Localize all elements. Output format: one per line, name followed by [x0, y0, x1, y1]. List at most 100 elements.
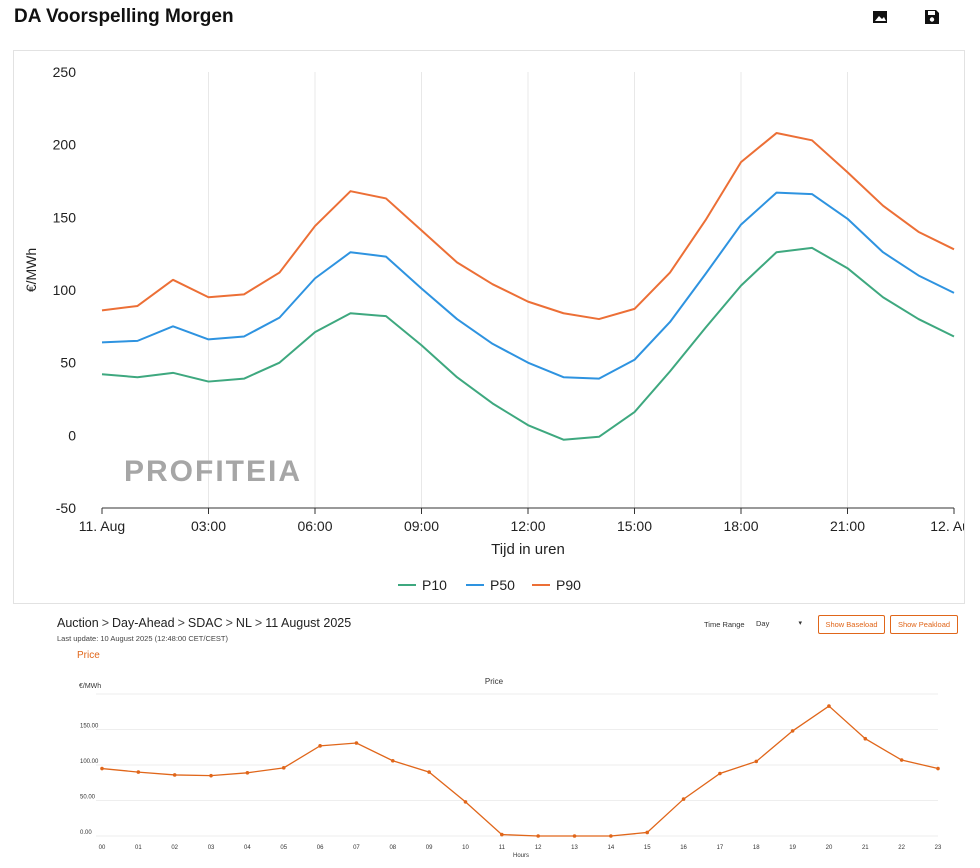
x-tick-label: 11. Aug [79, 518, 125, 534]
x-tick-label: 09:00 [404, 518, 439, 534]
x-tick-label: 18:00 [723, 518, 758, 534]
price-x-tick-label: 00 [99, 845, 106, 851]
price-point [572, 834, 577, 838]
breadcrumb-nl[interactable]: NL [235, 616, 252, 630]
price-point [718, 771, 722, 776]
price-point [427, 770, 431, 774]
breadcrumb: Auction > Day-Ahead > SDAC > NL >11 August 2025 [57, 616, 352, 630]
price-x-tick-label: 17 [717, 845, 724, 851]
x-tick-label: 03:00 [191, 518, 226, 534]
legend-label-p50: P50 [490, 577, 515, 593]
price-point [463, 800, 468, 804]
price-x-tick-label: 18 [753, 845, 760, 851]
price-x-tick-label: 12 [535, 845, 542, 851]
price-x-tick-label: 02 [171, 845, 178, 851]
price-y-tick-label: 50.00 [80, 795, 96, 801]
watermark-logo: PROFITEIA [124, 455, 302, 488]
price-y-tick-label: 150.00 [80, 724, 99, 730]
save-icon[interactable] [923, 8, 941, 26]
series-line-p10 [101, 246, 955, 441]
y-tick-label: 150 [53, 209, 77, 225]
time-range-select[interactable]: Day ▾ [752, 616, 808, 632]
last-update: Last update: 10 August 2025 (12:48:00 CE… [57, 634, 228, 643]
price-point [245, 771, 250, 775]
caret-down-icon: ▾ [798, 620, 802, 627]
price-chart: €/MWh Price 0.00 50.00 100.00 150.00 00 01 02 03 0… [79, 677, 942, 859]
price-point [754, 759, 759, 764]
x-tick-label: 06:00 [297, 518, 332, 534]
price-x-tick-label: 08 [389, 845, 396, 851]
price-point [318, 744, 322, 748]
y-tick-label: 0 [68, 427, 76, 443]
price-x-tick-label: 06 [317, 845, 324, 851]
price-y-axis-title: €/MWh [79, 683, 101, 690]
price-x-tick-label: 15 [644, 845, 651, 851]
price-x-tick-label: 11 [499, 845, 506, 851]
price-point [281, 766, 286, 770]
breadcrumb-sdac[interactable]: SDAC [187, 616, 223, 630]
price-x-tick-label: 23 [935, 845, 942, 851]
breadcrumb-auction[interactable]: Auction [57, 616, 99, 630]
image-icon[interactable] [871, 8, 889, 26]
y-tick-label: -50 [56, 500, 76, 516]
price-chart-title: Price [485, 677, 504, 686]
x-tick-label: 21:00 [830, 518, 865, 534]
forecast-chart-panel: 11. Aug 03:00 06:00 09:00 12:00 15:00 18:00 21:… [13, 50, 965, 604]
y-tick-label: 200 [53, 137, 77, 153]
price-x-tick-label: 13 [571, 845, 578, 851]
show-baseload-button[interactable]: Show Baseload [818, 615, 885, 634]
price-point [354, 741, 359, 745]
price-x-tick-label: 07 [353, 845, 360, 851]
legend-label-p90: P90 [556, 577, 581, 593]
price-point [172, 773, 177, 777]
price-point [100, 766, 104, 771]
price-y-tick-label: 0.00 [80, 830, 92, 836]
forecast-chart: 11. Aug 03:00 06:00 09:00 12:00 15:00 18:00 21:… [23, 64, 964, 593]
y-tick-label: 50 [60, 355, 76, 371]
price-point [609, 834, 613, 838]
price-x-tick-label: 20 [826, 845, 833, 851]
price-point [536, 834, 540, 838]
y-tick-label: 100 [53, 282, 77, 298]
price-point [681, 797, 686, 801]
price-x-tick-label: 10 [462, 845, 469, 851]
page-title: DA Voorspelling Morgen [14, 6, 234, 27]
price-x-tick-label: 16 [680, 845, 687, 851]
price-tab[interactable]: Price [77, 650, 100, 661]
breadcrumb-day-ahead[interactable]: Day-Ahead [112, 616, 175, 630]
price-x-tick-label: 22 [898, 845, 905, 851]
x-tick-label: 15:00 [617, 518, 652, 534]
price-x-tick-label: 19 [789, 845, 796, 851]
price-line [101, 705, 939, 837]
price-x-axis-title: Hours [513, 853, 529, 859]
price-point [863, 736, 868, 741]
price-x-tick-label: 21 [862, 845, 869, 851]
price-x-tick-label: 14 [608, 845, 615, 851]
price-point [209, 773, 213, 778]
x-axis-title: Tijd in uren [491, 541, 565, 558]
x-tick-label: 12:00 [510, 518, 545, 534]
x-tick-label: 12. Aug [930, 518, 964, 534]
y-axis-title: €/MWh [23, 248, 39, 292]
legend-label-p10: P10 [422, 577, 447, 593]
price-point [936, 766, 940, 771]
series-line-p90 [101, 132, 955, 321]
price-x-tick-label: 03 [208, 845, 215, 851]
show-peakload-button[interactable]: Show Peakload [890, 615, 958, 634]
price-point [390, 758, 395, 763]
series-line-p50 [101, 191, 955, 380]
price-y-tick-label: 100.00 [80, 759, 99, 765]
price-point [899, 758, 904, 762]
breadcrumb-date: 11 August 2025 [265, 616, 352, 630]
time-range-value: Day [756, 619, 770, 628]
price-x-tick-label: 04 [244, 845, 251, 851]
price-point [827, 704, 831, 708]
price-point [500, 832, 504, 837]
price-x-tick-label: 01 [135, 845, 142, 851]
y-tick-label: 250 [53, 64, 77, 80]
price-point [645, 830, 650, 835]
price-x-tick-label: 05 [280, 845, 287, 851]
price-point [136, 770, 141, 774]
price-x-tick-label: 09 [426, 845, 433, 851]
time-range-label: Time Range [704, 620, 745, 629]
